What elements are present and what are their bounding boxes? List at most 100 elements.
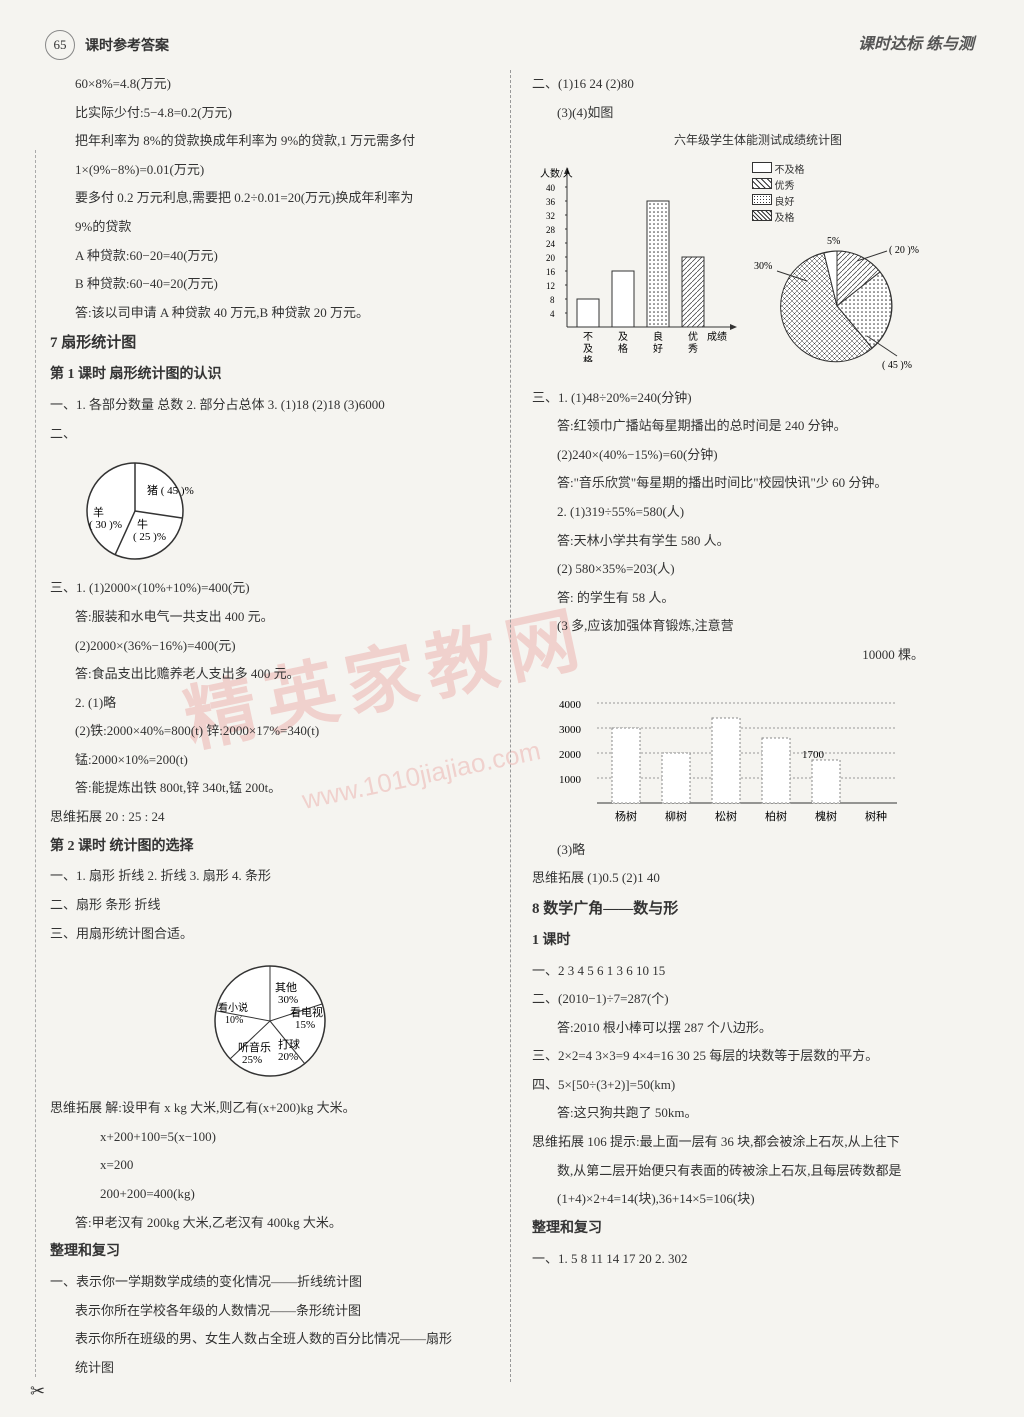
pie-label: 羊: [93, 505, 104, 519]
svg-text:( 45 )%: ( 45 )%: [882, 360, 912, 371]
text-line: 把年利率为 8%的贷款换成年利率为 9%的贷款,1 万元需多付: [50, 127, 502, 156]
left-column: 60×8%=4.8(万元) 比实际少付:5−4.8=0.2(万元) 把年利率为 …: [50, 70, 502, 1382]
column-divider: [510, 70, 511, 1382]
svg-text:杨树: 杨树: [615, 809, 637, 823]
text-line: 60×8%=4.8(万元): [50, 70, 502, 99]
text-line: 表示你所在学校各年级的人数情况——条形统计图: [50, 1297, 502, 1326]
svg-text:不: 不: [583, 332, 593, 343]
text-line: B 种贷款:60−40=20(万元): [50, 270, 502, 299]
text-line: 答:红领巾广播站每星期播出的总时间是 240 分钟。: [532, 412, 984, 441]
svg-text:30%: 30%: [754, 261, 772, 272]
bar-chart-trees: 4000 3000 2000 1000 1700 杨树 柳树 松树 柏树 槐树: [532, 678, 984, 828]
chart-title: 六年级学生体能测试成绩统计图: [532, 127, 984, 153]
text-line: 二、: [50, 420, 502, 449]
text-line: 10000 棵。: [532, 641, 984, 670]
text-line: 思维拓展 20 : 25 : 24: [50, 803, 502, 832]
svg-text:8: 8: [550, 295, 555, 305]
text-line: 思维拓展 106 提示:最上面一层有 36 块,都会被涂上石灰,从上往下: [532, 1128, 984, 1157]
text-line: 200+200=400(kg): [50, 1180, 502, 1209]
text-line: 三、2×2=4 3×3=9 4×4=16 30 25 每层的块数等于层数的平方。: [532, 1042, 984, 1071]
scissors-icon: ✂: [30, 1381, 45, 1402]
text-line: 9%的贷款: [50, 213, 502, 242]
svg-text:3000: 3000: [559, 724, 582, 736]
text-line: (3 多,应该加强体育锻炼,注意营: [532, 612, 984, 641]
sub-heading: 第 2 课时 统计图的选择: [50, 832, 502, 863]
svg-text:36: 36: [546, 197, 556, 207]
text-line: 答: 的学生有 58 人。: [532, 584, 984, 613]
section-heading: 8 数学广角——数与形: [532, 893, 984, 926]
text-line: 思维拓展 解:设甲有 x kg 大米,则乙有(x+200)kg 大米。: [50, 1094, 502, 1123]
pie-chart-scores: 5% ( 20 )% 30% ( 45 )%: [752, 226, 932, 376]
text-line: 答:天林小学共有学生 580 人。: [532, 527, 984, 556]
svg-text:24: 24: [546, 239, 556, 249]
text-line: 数,从第二层开始便只有表面的砖被涂上石灰,且每层砖数都是: [532, 1157, 984, 1186]
pie-chart-animals: 猪 ( 45 )% 羊 ( 30 )% 牛 ( 25 )%: [50, 456, 502, 566]
svg-text:30%: 30%: [278, 994, 298, 1006]
section-heading: 7 扇形统计图: [50, 327, 502, 360]
text-line: x=200: [50, 1151, 502, 1180]
svg-text:15%: 15%: [295, 1019, 315, 1031]
text-line: 统计图: [50, 1354, 502, 1383]
text-line: 三、1. (1)2000×(10%+10%)=400(元): [50, 574, 502, 603]
pie-label: ( 30 )%: [89, 519, 122, 531]
text-line: 答:2010 根小棒可以摆 287 个八边形。: [532, 1014, 984, 1043]
text-line: (2) 580×35%=203(人): [532, 555, 984, 584]
svg-text:25%: 25%: [242, 1054, 262, 1066]
combined-chart: 人数/人 成绩 4 8 12 16 20 24 28 32 36 40: [532, 162, 984, 376]
text-line: (1+4)×2+4=14(块),36+14×5=106(块): [532, 1185, 984, 1214]
text-line: 答:这只狗共跑了 50km。: [532, 1099, 984, 1128]
svg-text:好: 好: [653, 343, 663, 355]
svg-text:28: 28: [546, 225, 556, 235]
text-line: (2)铁:2000×40%=800(t) 锌:2000×17%=340(t): [50, 717, 502, 746]
text-line: 2. (1)319÷55%=580(人): [532, 498, 984, 527]
svg-text:良: 良: [653, 330, 663, 343]
text-line: 答:服装和水电气一共支出 400 元。: [50, 603, 502, 632]
svg-text:12: 12: [546, 281, 555, 291]
text-line: 2. (1)略: [50, 689, 502, 718]
text-line: (2)240×(40%−15%)=60(分钟): [532, 441, 984, 470]
text-line: (3)略: [532, 836, 984, 865]
chart-legend: 不及格 优秀 良好 及格: [752, 162, 932, 226]
svg-text:听音乐: 听音乐: [238, 1040, 271, 1054]
sub-heading: 1 课时: [532, 926, 984, 957]
pie-chart-hobbies: 其他 30% 看电视 15% 打球 20% 听音乐 25% 看小说 10%: [190, 956, 502, 1086]
text-line: 答:能提炼出铁 800t,锌 340t,锰 200t。: [50, 774, 502, 803]
text-line: 答:甲老汉有 200kg 大米,乙老汉有 400kg 大米。: [50, 1209, 502, 1238]
svg-text:柏树: 柏树: [765, 809, 787, 823]
svg-text:槐树: 槐树: [815, 809, 837, 823]
right-column: 二、(1)16 24 (2)80 (3)(4)如图 六年级学生体能测试成绩统计图…: [532, 70, 984, 1382]
svg-text:1000: 1000: [559, 774, 582, 786]
text-line: A 种贷款:60−20=40(万元): [50, 242, 502, 271]
svg-text:人数/人: 人数/人: [540, 167, 573, 180]
svg-text:其他: 其他: [275, 981, 297, 994]
svg-text:松树: 松树: [715, 809, 737, 823]
svg-text:看电视: 看电视: [290, 1005, 323, 1019]
text-line: 答:该以司申请 A 种贷款 40 万元,B 种贷款 20 万元。: [50, 299, 502, 328]
text-line: 四、5×[50÷(3+2)]=50(km): [532, 1071, 984, 1100]
svg-text:10%: 10%: [225, 1015, 243, 1026]
svg-text:格: 格: [618, 342, 628, 355]
svg-text:树种: 树种: [865, 809, 887, 823]
text-line: (3)(4)如图: [532, 99, 984, 128]
text-line: 锰:2000×10%=200(t): [50, 746, 502, 775]
text-line: 答:"音乐欣赏"每星期的播出时间比"校园快讯"少 60 分钟。: [532, 469, 984, 498]
text-line: (2)2000×(36%−16%)=400(元): [50, 632, 502, 661]
sub-heading: 整理和复习: [532, 1214, 984, 1245]
pie-label: 猪 ( 45 )%: [147, 484, 194, 497]
svg-text:2000: 2000: [559, 749, 582, 761]
text-line: 一、1. 5 8 11 14 17 20 2. 302: [532, 1245, 984, 1274]
text-line: 思维拓展 (1)0.5 (2)1 40: [532, 864, 984, 893]
svg-text:秀: 秀: [688, 343, 698, 355]
svg-text:成绩: 成绩: [707, 330, 727, 343]
text-line: 三、用扇形统计图合适。: [50, 920, 502, 949]
text-line: 答:食品支出比赡养老人支出多 400 元。: [50, 660, 502, 689]
text-line: x+200+100=5(x−100): [50, 1123, 502, 1152]
svg-text:( 20 )%: ( 20 )%: [889, 245, 919, 256]
text-line: 一、1. 各部分数量 总数 2. 部分占总体 3. (1)18 (2)18 (3…: [50, 391, 502, 420]
svg-text:格: 格: [583, 354, 593, 362]
svg-text:16: 16: [546, 267, 556, 277]
text-line: 三、1. (1)48÷20%=240(分钟): [532, 384, 984, 413]
text-line: 表示你所在班级的男、女生人数占全班人数的百分比情况——扇形: [50, 1325, 502, 1354]
svg-text:优: 优: [688, 330, 698, 343]
text-line: 一、1. 扇形 折线 2. 折线 3. 扇形 4. 条形: [50, 862, 502, 891]
